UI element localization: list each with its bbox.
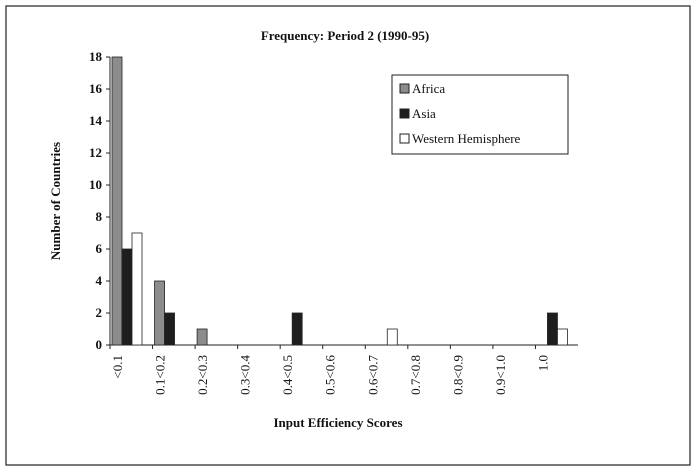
legend-swatch [399, 108, 410, 119]
x-tick-label: 0.4<0.5 [280, 355, 295, 395]
y-tick-label: 8 [96, 209, 103, 224]
bar [111, 56, 123, 346]
bar [291, 312, 303, 346]
x-tick-label: 0.5<0.6 [323, 355, 338, 395]
y-tick-label: 10 [89, 177, 102, 192]
x-axis-label: Input Efficiency Scores [273, 415, 402, 430]
x-tick-label: 0.3<0.4 [238, 355, 253, 395]
bar [557, 328, 568, 346]
x-tick-label: 0.9<1.0 [493, 355, 508, 395]
legend-swatch [399, 83, 410, 94]
y-tick-label: 0 [96, 337, 103, 352]
x-tick-label: 0.2<0.3 [195, 355, 210, 395]
y-tick-label: 6 [96, 241, 103, 256]
y-tick-label: 18 [89, 49, 103, 64]
x-tick-label: 0.7<0.8 [408, 355, 423, 395]
y-axis-label: Number of Countries [48, 142, 63, 260]
legend-label: Africa [412, 81, 445, 96]
bar [121, 248, 133, 346]
legend-swatch [399, 133, 410, 144]
legend-label: Western Hemisphere [412, 131, 521, 146]
bar [154, 280, 165, 346]
y-tick-label: 2 [96, 305, 103, 320]
chart-title: Frequency: Period 2 (1990-95) [261, 28, 429, 43]
bar [547, 312, 558, 346]
bar [131, 232, 143, 346]
bar [196, 328, 208, 346]
y-tick-label: 12 [89, 145, 102, 160]
x-tick-label: 1.0 [535, 355, 550, 371]
legend-label: Asia [412, 106, 436, 121]
x-tick-label: 0.6<0.7 [365, 355, 380, 395]
bar [164, 312, 175, 346]
x-tick-label: 0.8<0.9 [450, 355, 465, 395]
bar [386, 328, 398, 346]
x-tick-label: <0.1 [110, 355, 125, 379]
y-tick-label: 14 [89, 113, 103, 128]
legend-box [391, 74, 569, 155]
y-tick-label: 4 [96, 273, 103, 288]
x-tick-label: 0.1<0.2 [153, 355, 168, 395]
chart-border [5, 5, 691, 466]
y-tick-label: 16 [89, 81, 103, 96]
